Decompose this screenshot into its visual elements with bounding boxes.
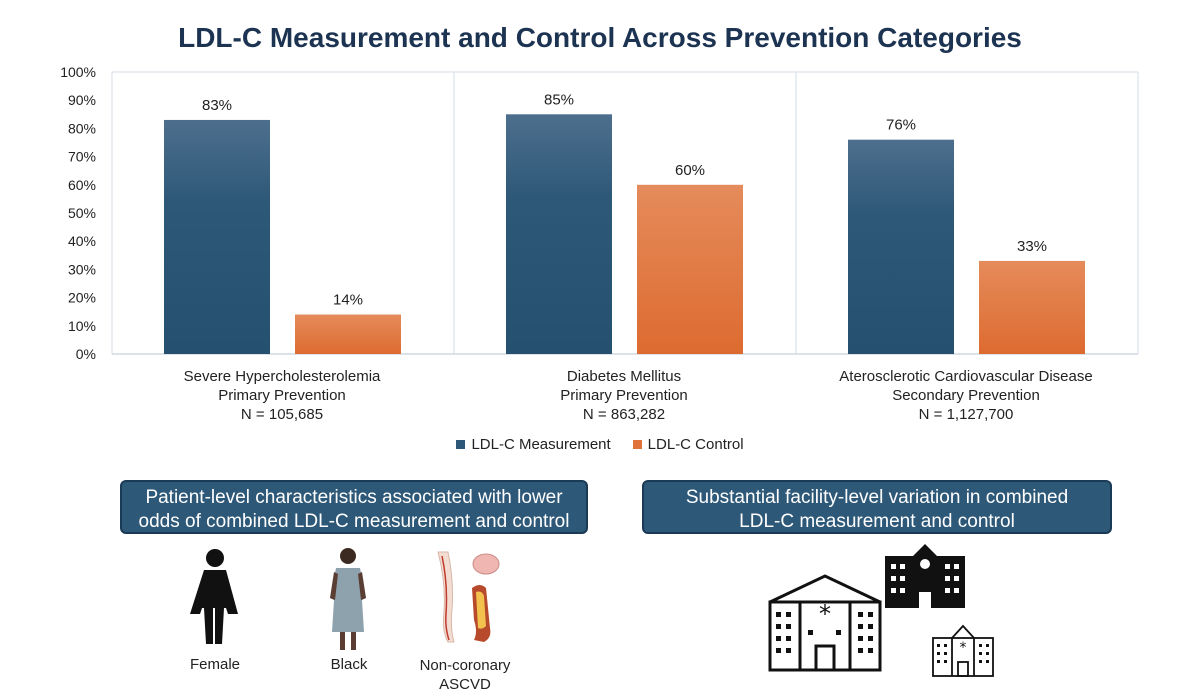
data-label-control: 14% xyxy=(333,292,363,309)
patient-callout-line-1: Patient-level characteristics associated… xyxy=(145,487,563,508)
data-label-measurement: 76% xyxy=(886,117,916,134)
patient-level-callout: Patient-level characteristics associated… xyxy=(120,480,588,534)
bar-control xyxy=(295,314,401,354)
bar-chart: 0% 10% 20% 30% 40% 50% 60% 70% 80% 90% 100% 83% 14% S… xyxy=(60,64,1139,423)
bar-measurement xyxy=(506,114,612,354)
y-tick-label: 10% xyxy=(68,318,96,334)
data-label-measurement: 85% xyxy=(544,91,574,108)
hospital-small-icon: * xyxy=(932,624,994,677)
x-category-label: Aterosclerotic Cardiovascular Disease xyxy=(839,368,1092,385)
chart-legend: LDL-C Measurement LDL-C Control xyxy=(0,436,1200,453)
y-tick-label: 50% xyxy=(68,205,96,221)
y-tick-label: 100% xyxy=(60,64,96,80)
vascular-icon xyxy=(437,551,500,643)
hospital-large-icon: * xyxy=(768,574,882,672)
data-label-measurement: 83% xyxy=(202,97,232,114)
bar-control xyxy=(979,260,1085,354)
x-category-label: N = 1,127,700 xyxy=(919,406,1014,423)
data-label-control: 60% xyxy=(675,162,705,179)
x-category-label: N = 105,685 xyxy=(241,406,323,423)
y-tick-label: 90% xyxy=(68,92,96,108)
x-category-label: N = 863,282 xyxy=(583,406,665,423)
x-category-label: Severe Hypercholesterolemia xyxy=(184,368,381,385)
legend-item-measurement: LDL-C Measurement xyxy=(456,436,611,453)
legend-swatch-measurement xyxy=(456,440,466,449)
legend-label-control: LDL-C Control xyxy=(647,436,744,453)
female-label: Female xyxy=(189,656,241,673)
y-tick-label: 30% xyxy=(68,261,96,277)
patient-callout-line-2: odds of combined LDL-C measurement and c… xyxy=(138,511,570,532)
facility-callout-line-1: Substantial facility-level variation in … xyxy=(685,487,1069,508)
legend-swatch-control xyxy=(632,440,642,449)
hospital-top-icon xyxy=(885,544,965,608)
svg-text:*: * xyxy=(819,600,831,628)
x-category-label: Primary Prevention xyxy=(218,387,346,404)
female-icon xyxy=(190,549,238,644)
y-tick-label: 70% xyxy=(68,149,96,165)
legend-item-control: LDL-C Control xyxy=(632,436,744,453)
patient-icon xyxy=(330,548,366,650)
y-tick-label: 80% xyxy=(68,120,96,136)
patient-label: Black xyxy=(330,656,368,673)
chart-title: LDL-C Measurement and Control Across Pre… xyxy=(178,22,1022,53)
bar-measurement xyxy=(848,139,954,354)
bar-control xyxy=(637,184,743,354)
y-tick-label: 40% xyxy=(68,233,96,249)
x-category-label: Diabetes Mellitus xyxy=(567,368,681,385)
facility-level-callout: Substantial facility-level variation in … xyxy=(642,480,1112,534)
facility-callout-line-2: LDL-C measurement and control xyxy=(739,511,1015,532)
legend-label-measurement: LDL-C Measurement xyxy=(471,436,611,453)
data-label-control: 33% xyxy=(1017,238,1047,255)
y-tick-label: 20% xyxy=(68,290,96,306)
x-category-label: Primary Prevention xyxy=(560,387,688,404)
y-tick-label: 60% xyxy=(68,177,96,193)
svg-text:*: * xyxy=(960,640,967,656)
bar-measurement xyxy=(164,119,270,354)
vascular-label: Non-coronary ASCVD xyxy=(419,657,511,693)
x-category-label: Secondary Prevention xyxy=(892,387,1040,404)
y-tick-label: 0% xyxy=(76,346,96,362)
